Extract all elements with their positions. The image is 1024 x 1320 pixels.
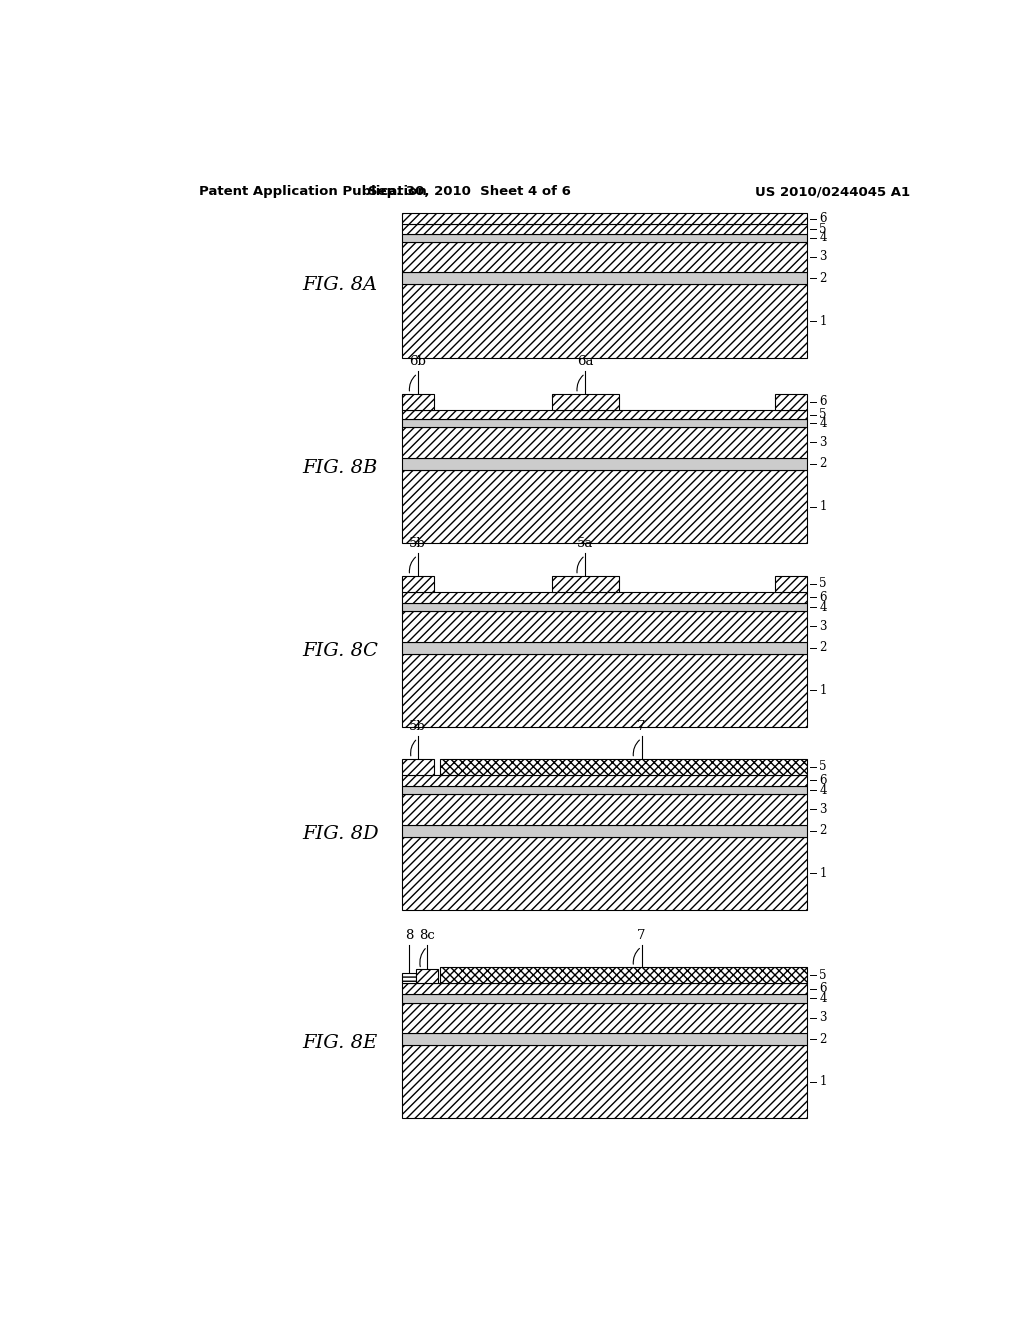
Bar: [401, 393, 433, 411]
Text: 1: 1: [819, 500, 826, 513]
Text: 3: 3: [819, 436, 826, 449]
Text: 6: 6: [819, 982, 826, 995]
Bar: [401, 470, 807, 543]
Bar: [401, 837, 807, 909]
Bar: [401, 428, 807, 458]
Text: 5: 5: [819, 223, 826, 235]
Bar: [401, 242, 807, 272]
Text: 6: 6: [819, 213, 826, 226]
Bar: [401, 611, 807, 642]
Text: 5: 5: [819, 408, 826, 421]
Text: 5: 5: [819, 969, 826, 982]
Bar: [401, 825, 807, 837]
Text: 2: 2: [819, 642, 826, 655]
Bar: [416, 969, 438, 983]
Bar: [401, 775, 807, 785]
Bar: [401, 420, 807, 428]
Text: 3: 3: [819, 1011, 826, 1024]
Bar: [401, 603, 807, 611]
Bar: [401, 1034, 807, 1045]
Text: 4: 4: [819, 417, 826, 430]
Text: 5a: 5a: [578, 537, 594, 550]
Text: 1: 1: [819, 867, 826, 880]
Bar: [401, 458, 807, 470]
Text: FIG. 8D: FIG. 8D: [303, 825, 379, 843]
Text: 4: 4: [819, 231, 826, 244]
Bar: [775, 393, 807, 411]
Text: 8: 8: [404, 928, 413, 941]
Bar: [401, 411, 807, 420]
Bar: [401, 994, 807, 1002]
Text: 4: 4: [819, 784, 826, 796]
Bar: [401, 785, 807, 795]
Text: Sep. 30, 2010  Sheet 4 of 6: Sep. 30, 2010 Sheet 4 of 6: [368, 185, 570, 198]
Text: 8c: 8c: [419, 928, 435, 941]
Text: 3: 3: [819, 251, 826, 264]
Text: 1: 1: [819, 314, 826, 327]
Bar: [401, 224, 807, 234]
Bar: [440, 968, 807, 983]
Text: 2: 2: [819, 1032, 826, 1045]
Text: 3: 3: [819, 803, 826, 816]
Bar: [401, 642, 807, 653]
Text: 5: 5: [819, 577, 826, 590]
Text: 5b: 5b: [410, 537, 426, 550]
Text: 6: 6: [819, 395, 826, 408]
Text: Patent Application Publication: Patent Application Publication: [200, 185, 427, 198]
Bar: [401, 591, 807, 603]
Bar: [401, 234, 807, 242]
Bar: [401, 759, 433, 775]
Text: 7: 7: [637, 928, 646, 941]
Text: 3: 3: [819, 620, 826, 634]
Text: 4: 4: [819, 991, 826, 1005]
Bar: [401, 653, 807, 727]
Bar: [552, 393, 618, 411]
Text: 5b: 5b: [410, 721, 426, 733]
Bar: [401, 983, 807, 994]
Text: 2: 2: [819, 457, 826, 470]
Text: US 2010/0244045 A1: US 2010/0244045 A1: [755, 185, 910, 198]
Text: 5: 5: [819, 760, 826, 774]
Bar: [401, 576, 433, 591]
Bar: [552, 576, 618, 591]
Bar: [775, 576, 807, 591]
Text: 1: 1: [819, 684, 826, 697]
Text: FIG. 8A: FIG. 8A: [303, 276, 378, 294]
Text: 6a: 6a: [577, 355, 594, 368]
Text: 1: 1: [819, 1076, 826, 1088]
Bar: [401, 1002, 807, 1034]
Text: 2: 2: [819, 272, 826, 285]
Text: 7: 7: [637, 721, 646, 733]
Bar: [401, 795, 807, 825]
Bar: [401, 272, 807, 284]
Bar: [401, 214, 807, 224]
Text: FIG. 8B: FIG. 8B: [303, 459, 378, 478]
Text: 2: 2: [819, 824, 826, 837]
Text: 6: 6: [819, 591, 826, 605]
Text: 6b: 6b: [410, 355, 426, 368]
Bar: [401, 1045, 807, 1118]
Bar: [401, 973, 416, 983]
Text: 4: 4: [819, 601, 826, 614]
Text: 6: 6: [819, 774, 826, 787]
Text: FIG. 8C: FIG. 8C: [303, 643, 379, 660]
Bar: [401, 284, 807, 358]
Bar: [440, 759, 807, 775]
Text: FIG. 8E: FIG. 8E: [303, 1034, 378, 1052]
